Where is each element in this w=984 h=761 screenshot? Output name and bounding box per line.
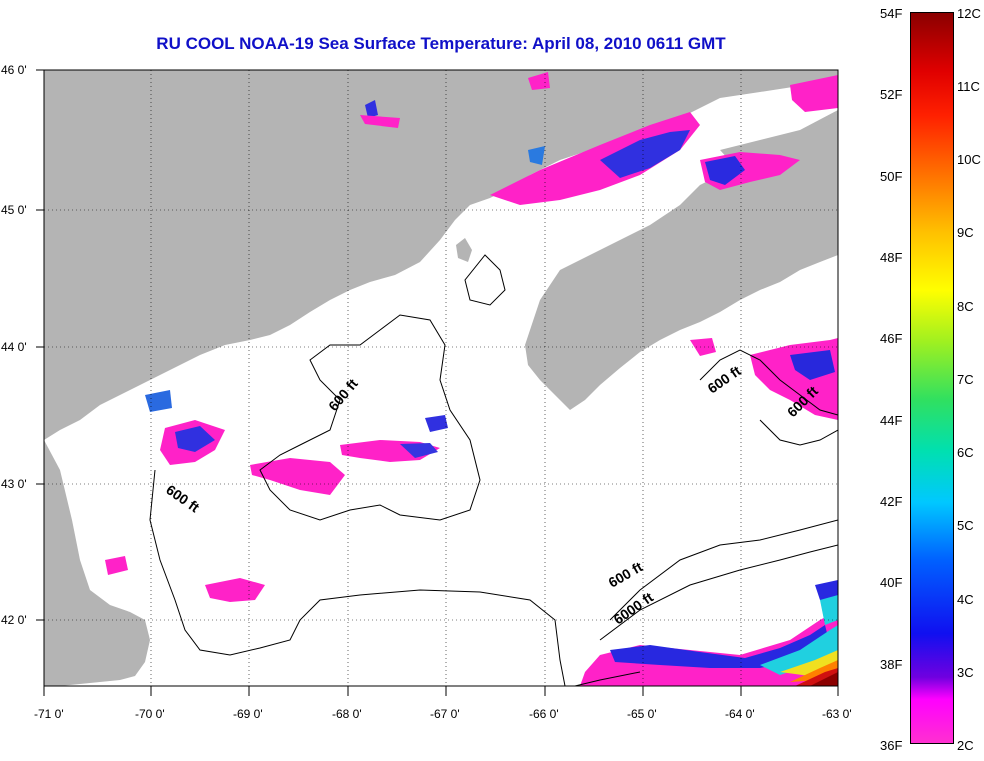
colorbar-f-label: 52F xyxy=(880,87,903,102)
sst-warm-band xyxy=(580,580,838,686)
lon-label: -69 0' xyxy=(233,707,263,721)
colorbar-c-label: 9C xyxy=(957,225,974,240)
cape-cod-land xyxy=(44,440,150,686)
plot-frame xyxy=(43,69,839,687)
nova-scotia-land xyxy=(525,140,838,410)
lon-label: -65 0' xyxy=(627,707,657,721)
colorbar-c-label: 8C xyxy=(957,299,974,314)
island-land xyxy=(456,238,472,262)
lon-label: -68 0' xyxy=(332,707,362,721)
colorbar-c-label: 6C xyxy=(957,445,974,460)
axis-ticks xyxy=(36,69,839,696)
colorbar-c-label: 3C xyxy=(957,665,974,680)
colorbar-f-label: 36F xyxy=(880,738,903,753)
colorbar-c-label: 5C xyxy=(957,518,974,533)
colorbar-c-label: 10C xyxy=(957,152,981,167)
colorbar-f-label: 40F xyxy=(880,575,903,590)
sst-map: -71 0' -70 0' -69 0' -68 0' -67 0' -66 0… xyxy=(1,63,852,721)
colorbar-f-label: 46F xyxy=(880,331,903,346)
colorbar-f-label: 42F xyxy=(880,494,903,509)
lat-label: 46 0' xyxy=(1,63,27,77)
latitude-labels: 46 0' 45 0' 44 0' 43 0' 42 0' xyxy=(1,63,27,627)
lat-label: 44 0' xyxy=(1,340,27,354)
lon-label: -66 0' xyxy=(529,707,559,721)
colorbar-f-label: 50F xyxy=(880,169,903,184)
colorbar-f-label: 48F xyxy=(880,250,903,265)
temperature-colorbar xyxy=(910,12,954,744)
mainland-land xyxy=(44,70,838,440)
lat-label: 43 0' xyxy=(1,477,27,491)
longitude-labels: -71 0' -70 0' -69 0' -68 0' -67 0' -66 0… xyxy=(34,707,852,721)
lat-label: 42 0' xyxy=(1,613,27,627)
lat-label: 45 0' xyxy=(1,203,27,217)
colorbar-c-label: 7C xyxy=(957,372,974,387)
lon-label: -67 0' xyxy=(430,707,460,721)
map-title: RU COOL NOAA-19 Sea Surface Temperature:… xyxy=(156,34,726,53)
colorbar-f-label: 38F xyxy=(880,657,903,672)
colorbar-c-label: 2C xyxy=(957,738,974,753)
sst-cold-patches xyxy=(105,72,838,602)
colorbar-c-label: 4C xyxy=(957,592,974,607)
lon-label: -70 0' xyxy=(135,707,165,721)
lon-label: -63 0' xyxy=(822,707,852,721)
lon-label: -71 0' xyxy=(34,707,64,721)
colorbar-f-label: 54F xyxy=(880,6,903,21)
colorbar-c-label: 11C xyxy=(957,79,980,94)
colorbar-c-label: 12C xyxy=(957,6,981,21)
graticule-lines xyxy=(44,70,838,686)
lon-label: -64 0' xyxy=(725,707,755,721)
bathymetry-contours xyxy=(149,254,838,686)
colorbar-f-label: 44F xyxy=(880,413,903,428)
